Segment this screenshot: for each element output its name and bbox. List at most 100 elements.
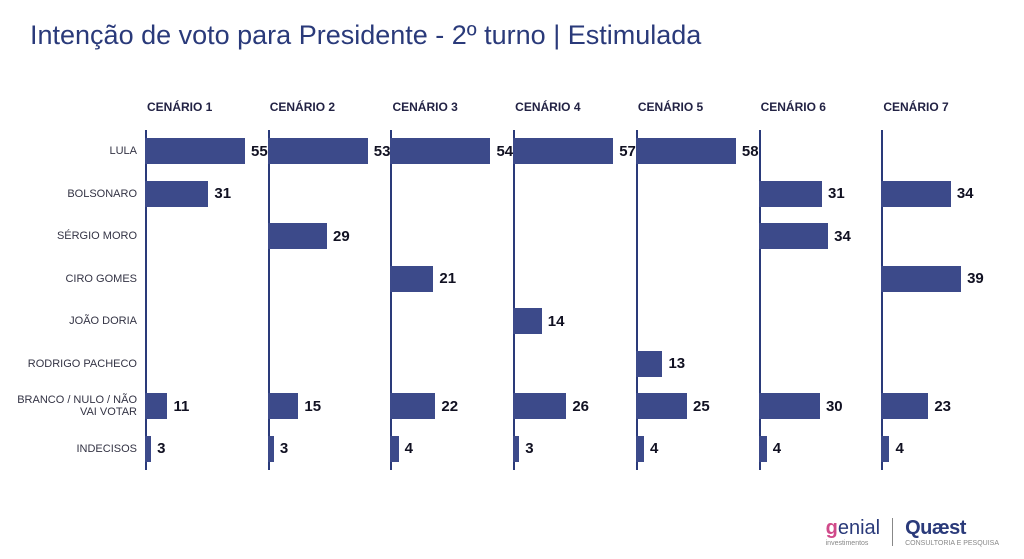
bar-cell [636,258,759,301]
bar-cell: 3 [268,428,391,471]
bar-value: 39 [967,270,984,287]
scenario-header: CENÁRIO 3 [390,100,513,130]
scenario-column: CENÁRIO 2 53 29 15 3 [268,100,391,470]
scenario-column: CENÁRIO 63134304 [759,100,882,470]
bar [145,393,167,419]
bar-value: 31 [214,185,231,202]
bar [268,436,274,462]
bar-value: 15 [304,398,321,415]
bar-cell [759,343,882,386]
scenario-bars: 3134304 [759,130,882,470]
scenario-bars: 34 39 23 4 [881,130,1004,470]
bar-cell [759,258,882,301]
footer-logos: genial investimentos Quæst CONSULTORIA E… [826,517,999,547]
row-label: INDECISOS [10,428,145,471]
bar-cell [636,300,759,343]
bar-value: 25 [693,398,710,415]
bar-value: 14 [548,313,565,330]
bar [636,138,736,164]
scenario-bars: 53 29 15 3 [268,130,391,470]
bar-cell: 39 [881,258,1004,301]
bar-cell: 26 [513,385,636,428]
bar-cell [513,173,636,216]
bar-cell [390,300,513,343]
header-spacer [10,100,145,130]
bar-cell [636,173,759,216]
bar-cell [268,343,391,386]
bar-cell [145,258,268,301]
bar-cell: 58 [636,130,759,173]
bar [390,138,490,164]
bar-cell: 31 [759,173,882,216]
bar-value: 26 [572,398,589,415]
scenario-header: CENÁRIO 6 [759,100,882,130]
bar-value: 53 [374,143,391,160]
scenarios-container: CENÁRIO 15531113CENÁRIO 25329153CENÁRIO … [145,100,1004,470]
row-label: JOÃO DORIA [10,300,145,343]
bar-cell [881,215,1004,258]
scenario-header: CENÁRIO 2 [268,100,391,130]
scenario-column: CENÁRIO 7 34 39 23 4 [881,100,1004,470]
bar-value: 13 [668,355,685,372]
scenario-bars: 5813254 [636,130,759,470]
bar [881,393,928,419]
bar-value: 30 [826,398,843,415]
bar [759,181,822,207]
bar-cell: 34 [759,215,882,258]
poll-chart: LULA BOLSONARO SÉRGIO MORO CIRO GOMES JO… [10,100,1004,470]
bar-cell [513,215,636,258]
bar-cell: 21 [390,258,513,301]
page-title: Intenção de voto para Presidente - 2º tu… [30,20,701,51]
bar-cell [390,173,513,216]
bar [759,223,829,249]
bar [636,351,663,377]
bar-value: 29 [333,228,350,245]
bar-value: 23 [934,398,951,415]
bar-value: 3 [525,440,533,457]
bar-cell [268,258,391,301]
bar-value: 31 [828,185,845,202]
row-label: LULA [10,130,145,173]
bar [390,436,398,462]
bar-value: 4 [895,440,903,457]
scenario-bars: 5421224 [390,130,513,470]
bar-value: 34 [834,228,851,245]
bar [881,266,961,292]
bar-value: 3 [280,440,288,457]
quaest-text: Quæst [905,517,966,539]
bar [390,266,433,292]
quaest-logo: Quæst CONSULTORIA E PESQUISA [905,517,999,547]
bar [881,181,951,207]
scenario-column: CENÁRIO 35421224 [390,100,513,470]
bar-cell: 23 [881,385,1004,428]
genial-sub: investimentos [826,540,880,547]
bar-cell [145,300,268,343]
bar-cell: 15 [268,385,391,428]
bar-cell: 34 [881,173,1004,216]
bar-cell: 30 [759,385,882,428]
bar-cell: 22 [390,385,513,428]
row-label: CIRO GOMES [10,258,145,301]
bar-value: 21 [439,270,456,287]
bar-cell [636,215,759,258]
bar-cell: 31 [145,173,268,216]
bar [268,393,299,419]
bar-cell [881,343,1004,386]
bar-cell: 11 [145,385,268,428]
bar [636,393,687,419]
bar [513,308,542,334]
bar-cell [390,215,513,258]
scenario-header: CENÁRIO 7 [881,100,1004,130]
scenario-header: CENÁRIO 1 [145,100,268,130]
bar-cell [268,173,391,216]
scenario-header: CENÁRIO 4 [513,100,636,130]
bar [759,436,767,462]
bar-cell: 3 [145,428,268,471]
bar-value: 3 [157,440,165,457]
bar-value: 22 [441,398,458,415]
row-label: BOLSONARO [10,173,145,216]
bar [145,436,151,462]
row-label: BRANCO / NULO / NÃO VAI VOTAR [10,385,145,428]
bar [636,436,644,462]
quaest-sub: CONSULTORIA E PESQUISA [905,540,999,547]
